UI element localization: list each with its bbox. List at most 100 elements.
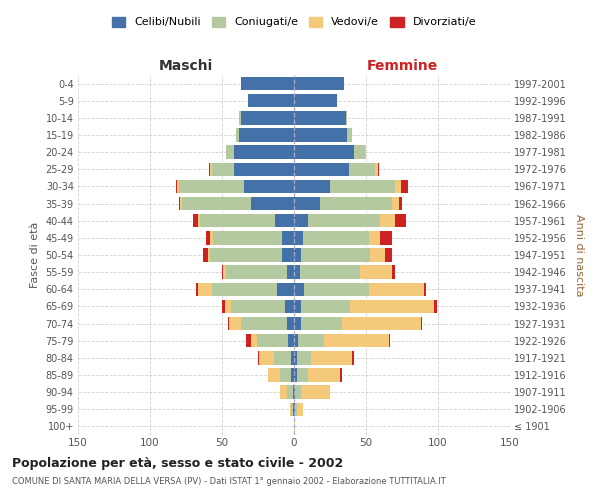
- Bar: [294, 300, 301, 313]
- Bar: [389, 334, 391, 347]
- Bar: [297, 368, 308, 382]
- Text: COMUNE DI SANTA MARIA DELLA VERSA (PV) - Dati ISTAT 1° gennaio 2002 - Elaborazio: COMUNE DI SANTA MARIA DELLA VERSA (PV) -…: [12, 478, 446, 486]
- Text: Maschi: Maschi: [159, 58, 213, 72]
- Bar: [280, 386, 287, 399]
- Bar: [211, 231, 214, 244]
- Bar: [193, 214, 197, 228]
- Bar: [349, 162, 374, 176]
- Bar: [370, 248, 385, 262]
- Bar: [392, 266, 395, 279]
- Bar: [236, 128, 239, 141]
- Bar: [283, 248, 294, 262]
- Bar: [294, 248, 301, 262]
- Bar: [295, 386, 301, 399]
- Bar: [222, 300, 225, 313]
- Bar: [294, 317, 301, 330]
- Bar: [180, 197, 182, 210]
- Bar: [239, 111, 241, 124]
- Bar: [434, 300, 437, 313]
- Bar: [226, 266, 287, 279]
- Bar: [294, 214, 308, 228]
- Bar: [290, 402, 291, 416]
- Bar: [385, 248, 392, 262]
- Bar: [206, 231, 211, 244]
- Bar: [293, 386, 294, 399]
- Bar: [182, 197, 251, 210]
- Bar: [179, 180, 244, 193]
- Bar: [214, 231, 283, 244]
- Bar: [233, 146, 294, 159]
- Y-axis label: Anni di nascita: Anni di nascita: [574, 214, 584, 296]
- Bar: [251, 334, 257, 347]
- Bar: [241, 77, 294, 90]
- Bar: [197, 214, 200, 228]
- Bar: [294, 111, 346, 124]
- Bar: [294, 94, 337, 108]
- Bar: [208, 248, 211, 262]
- Bar: [369, 282, 424, 296]
- Bar: [294, 146, 355, 159]
- Bar: [369, 231, 380, 244]
- Bar: [294, 386, 295, 399]
- Bar: [230, 300, 286, 313]
- Bar: [308, 368, 340, 382]
- Bar: [225, 300, 230, 313]
- Bar: [301, 317, 341, 330]
- Bar: [395, 214, 406, 228]
- Bar: [280, 368, 291, 382]
- Bar: [330, 180, 395, 193]
- Bar: [229, 317, 241, 330]
- Bar: [401, 180, 408, 193]
- Bar: [239, 128, 294, 141]
- Bar: [211, 248, 283, 262]
- Bar: [251, 197, 294, 210]
- Legend: Celibi/Nubili, Coniugati/e, Vedovi/e, Divorziati/e: Celibi/Nubili, Coniugati/e, Vedovi/e, Di…: [107, 12, 481, 32]
- Bar: [209, 162, 211, 176]
- Bar: [248, 94, 294, 108]
- Bar: [424, 282, 427, 296]
- Bar: [291, 402, 293, 416]
- Bar: [294, 351, 297, 364]
- Bar: [197, 282, 212, 296]
- Bar: [302, 231, 369, 244]
- Bar: [308, 214, 380, 228]
- Bar: [259, 351, 274, 364]
- Bar: [294, 334, 298, 347]
- Bar: [374, 162, 377, 176]
- Bar: [277, 282, 294, 296]
- Bar: [294, 77, 344, 90]
- Bar: [297, 402, 302, 416]
- Bar: [294, 368, 297, 382]
- Bar: [223, 266, 226, 279]
- Bar: [196, 282, 197, 296]
- Bar: [294, 420, 295, 433]
- Bar: [301, 300, 350, 313]
- Bar: [294, 402, 295, 416]
- Bar: [287, 317, 294, 330]
- Bar: [178, 180, 179, 193]
- Bar: [203, 248, 208, 262]
- Bar: [346, 111, 347, 124]
- Bar: [304, 282, 369, 296]
- Bar: [324, 334, 389, 347]
- Bar: [293, 402, 294, 416]
- Bar: [274, 351, 291, 364]
- Bar: [421, 317, 422, 330]
- Bar: [350, 300, 434, 313]
- Bar: [287, 386, 293, 399]
- Bar: [298, 334, 324, 347]
- Bar: [275, 214, 294, 228]
- Bar: [347, 128, 352, 141]
- Bar: [258, 351, 259, 364]
- Bar: [233, 162, 294, 176]
- Bar: [287, 266, 294, 279]
- Bar: [294, 266, 300, 279]
- Bar: [247, 334, 251, 347]
- Bar: [241, 317, 287, 330]
- Bar: [297, 351, 311, 364]
- Bar: [228, 317, 229, 330]
- Bar: [377, 162, 379, 176]
- Bar: [392, 197, 399, 210]
- Bar: [179, 197, 180, 210]
- Bar: [352, 351, 355, 364]
